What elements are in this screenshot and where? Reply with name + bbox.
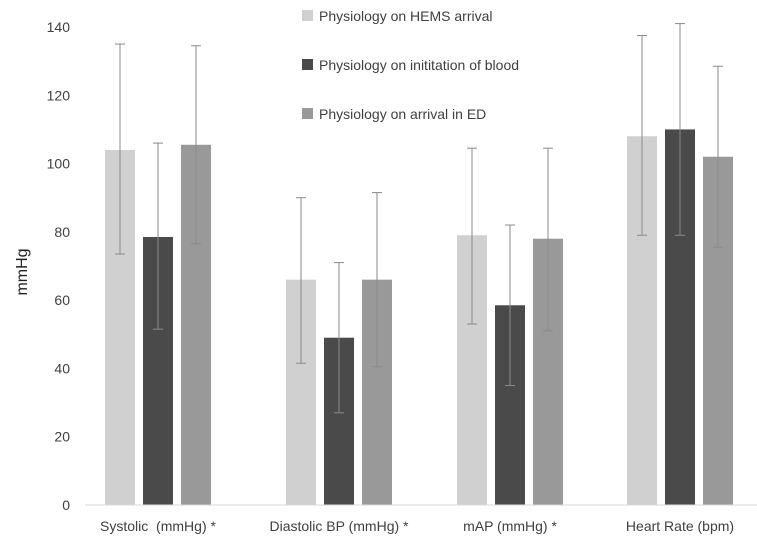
- x-category-label: Systolic (mmHg) *: [100, 518, 216, 534]
- y-tick-label: 0: [62, 497, 70, 513]
- legend-label: Physiology on inititation of blood: [319, 57, 519, 73]
- y-axis-label: mmHg: [14, 248, 31, 295]
- y-tick-label: 140: [47, 19, 71, 35]
- x-category-label: mAP (mmHg) *: [463, 518, 557, 534]
- x-category-label: Heart Rate (bpm): [626, 518, 734, 534]
- y-tick-label: 120: [47, 87, 71, 103]
- y-tick-label: 80: [54, 224, 70, 240]
- legend-label: Physiology on arrival in ED: [319, 106, 486, 122]
- x-category-label: Diastolic BP (mmHg) *: [270, 518, 410, 534]
- legend-swatch: [302, 10, 313, 21]
- y-tick-label: 100: [47, 156, 71, 172]
- legend-swatch: [302, 59, 313, 70]
- y-tick-label: 40: [54, 360, 70, 376]
- legend-swatch: [302, 108, 313, 119]
- y-tick-label: 60: [54, 292, 70, 308]
- y-tick-label: 20: [54, 429, 70, 445]
- legend-label: Physiology on HEMS arrival: [319, 8, 493, 24]
